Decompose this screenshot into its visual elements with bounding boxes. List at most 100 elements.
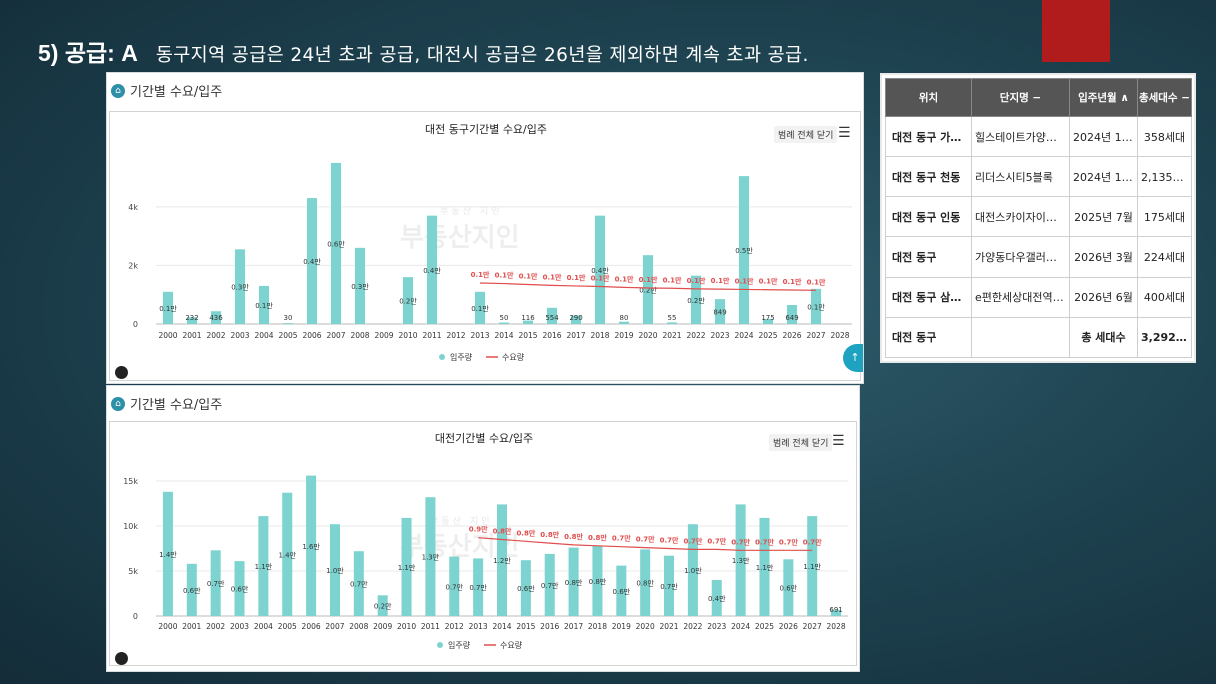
demand-data-label: 0.7만 (636, 535, 655, 544)
x-tick-label: 2019 (612, 622, 631, 631)
bar-data-label: 0.7만 (445, 582, 463, 591)
x-tick-label: 2021 (659, 622, 678, 631)
bar-2014 (496, 504, 508, 616)
bar-2011 (425, 497, 436, 616)
demand-data-label: 0.7만 (803, 537, 822, 546)
bar-2011 (426, 215, 438, 324)
bar-2019 (618, 321, 630, 324)
demand-data-label: 0.1만 (687, 276, 706, 285)
cell-complex[interactable]: e편한세상대전역센… (971, 276, 1070, 318)
column-header-complex[interactable]: 단지명 − (971, 78, 1070, 117)
bar-2000 (162, 291, 174, 324)
x-tick-label: 2012 (445, 622, 464, 631)
bar-2005 (282, 323, 294, 324)
bar-data-label: 0.8만 (636, 579, 654, 588)
table-header-row: 위치 단지명 − 입주년월 ∧ 총세대수 − (885, 78, 1192, 117)
x-tick-label: 2018 (590, 331, 609, 340)
panel-header: ⌂ 기간별 수요/입주 (111, 81, 222, 100)
x-tick-label: 2020 (636, 622, 655, 631)
bar-data-label: 0.1만 (159, 304, 177, 313)
x-tick-label: 2014 (492, 622, 511, 631)
bar-2010 (402, 277, 414, 324)
bar-2016 (546, 307, 558, 324)
home-icon: ⌂ (111, 83, 125, 98)
x-tick-label: 2022 (686, 331, 705, 340)
x-tick-label: 2009 (374, 331, 393, 340)
bar-data-label: 0.1만 (255, 301, 273, 310)
cell-total-value: 3,292세대 (1137, 316, 1192, 359)
bar-data-label: 1.6만 (302, 542, 320, 551)
cell-location: 대전 동구 삼성동 (885, 276, 972, 318)
bar-data-label: 1.0만 (684, 566, 702, 575)
bar-data-label: 0.6만 (327, 239, 345, 248)
column-header-households[interactable]: 총세대수 − (1137, 78, 1192, 117)
bar-data-label: 0.1만 (471, 304, 489, 313)
chart-svg-donggu: 대전 동구기간별 수요/입주 0 2k 4k 0.1만 2000 232 2001 436 200… (128, 123, 852, 362)
bar-2010 (401, 517, 412, 616)
x-tick-label: 2023 (710, 331, 729, 340)
y-tick-label: 5k (128, 567, 138, 576)
bar-2020 (642, 255, 654, 324)
bar-2006 (306, 475, 317, 616)
bar-2002 (210, 550, 221, 616)
bar-data-label: 0.7만 (350, 580, 368, 589)
x-tick-label: 2013 (469, 622, 488, 631)
cell-complex[interactable]: 대전스카이자이르… (971, 196, 1070, 238)
cell-location: 대전 동구 (885, 236, 972, 278)
demand-data-label: 0.1만 (807, 277, 826, 286)
cell-complex[interactable]: 리더스시티5블록 (971, 156, 1070, 198)
decorative-red-bar (1042, 0, 1110, 62)
x-tick-label: 2012 (446, 331, 465, 340)
cell-households: 358세대 (1137, 115, 1192, 158)
table-row[interactable]: 대전 동구 인동 대전스카이자이르… 2025년 7월 175세대 (885, 196, 1192, 238)
legend-close-all-button[interactable]: 범례 전체 닫기 (769, 434, 833, 451)
x-tick-label: 2005 (278, 622, 297, 631)
legend-close-all-button[interactable]: 범례 전체 닫기 (774, 126, 838, 143)
x-tick-label: 2008 (349, 622, 368, 631)
hamburger-menu-icon[interactable]: ☰ (838, 125, 851, 141)
hamburger-menu-icon[interactable]: ☰ (832, 433, 845, 449)
slide-title-lead: 5) 공급: A (38, 40, 138, 66)
bar-data-label: 80 (620, 314, 629, 322)
column-header-move-in[interactable]: 입주년월 ∧ (1069, 78, 1138, 117)
bar-2004 (258, 516, 269, 616)
cell-complex[interactable]: 힐스테이트가양더… (971, 115, 1070, 158)
x-tick-label: 2025 (758, 331, 777, 340)
cell-move-in: 2024년 10월 (1069, 115, 1138, 158)
bar-2019 (616, 565, 627, 616)
demand-data-label: 0.8만 (493, 527, 512, 536)
bar-data-label: 55 (668, 314, 677, 322)
bar-2017 (570, 315, 582, 324)
bar-2015 (520, 560, 531, 616)
x-tick-label: 2002 (206, 622, 225, 631)
bar-data-label: 1.1만 (756, 563, 774, 572)
demand-line (478, 537, 813, 551)
cell-complex[interactable]: 가양동다우갤러리… (971, 236, 1070, 278)
cell-location: 대전 동구 가양동 (885, 115, 972, 158)
x-tick-label: 2017 (564, 622, 583, 631)
table-row[interactable]: 대전 동구 가양동다우갤러리… 2026년 3월 224세대 (885, 236, 1192, 278)
scroll-top-button[interactable]: ↑ (843, 344, 863, 372)
x-tick-label: 2001 (182, 331, 201, 340)
x-tick-label: 2007 (326, 331, 345, 340)
bar-data-label: 1.4만 (278, 550, 296, 559)
legend-bar-marker (437, 642, 443, 648)
column-header-location[interactable]: 위치 (885, 78, 972, 117)
table-row[interactable]: 대전 동구 가양동 힐스테이트가양더… 2024년 10월 358세대 (885, 115, 1192, 158)
y-tick-label: 0 (133, 612, 138, 621)
bar-2008 (354, 247, 366, 324)
cell-empty (971, 316, 1070, 359)
table-row[interactable]: 대전 동구 천동 리더스시티5블록 2024년 12월 2,135세대 (885, 156, 1192, 198)
x-tick-label: 2011 (422, 331, 441, 340)
chart-container-donggu: 부동산 지인 부동산지인 대전 동구기간별 수요/입주 0 2k 4k 0.1만 2000… (109, 111, 861, 381)
legend-bar-label: 입주량 (450, 352, 473, 362)
bar-2021 (666, 322, 678, 324)
x-tick-label: 2026 (779, 622, 798, 631)
demand-data-label: 0.1만 (663, 275, 682, 284)
cell-location: 대전 동구 인동 (885, 196, 972, 238)
x-tick-label: 2007 (325, 622, 344, 631)
demand-data-label: 0.8만 (516, 528, 535, 537)
bar-2017 (568, 547, 579, 616)
demand-data-label: 0.1만 (543, 272, 562, 281)
table-row[interactable]: 대전 동구 삼성동 e편한세상대전역센… 2026년 6월 400세대 (885, 276, 1192, 318)
